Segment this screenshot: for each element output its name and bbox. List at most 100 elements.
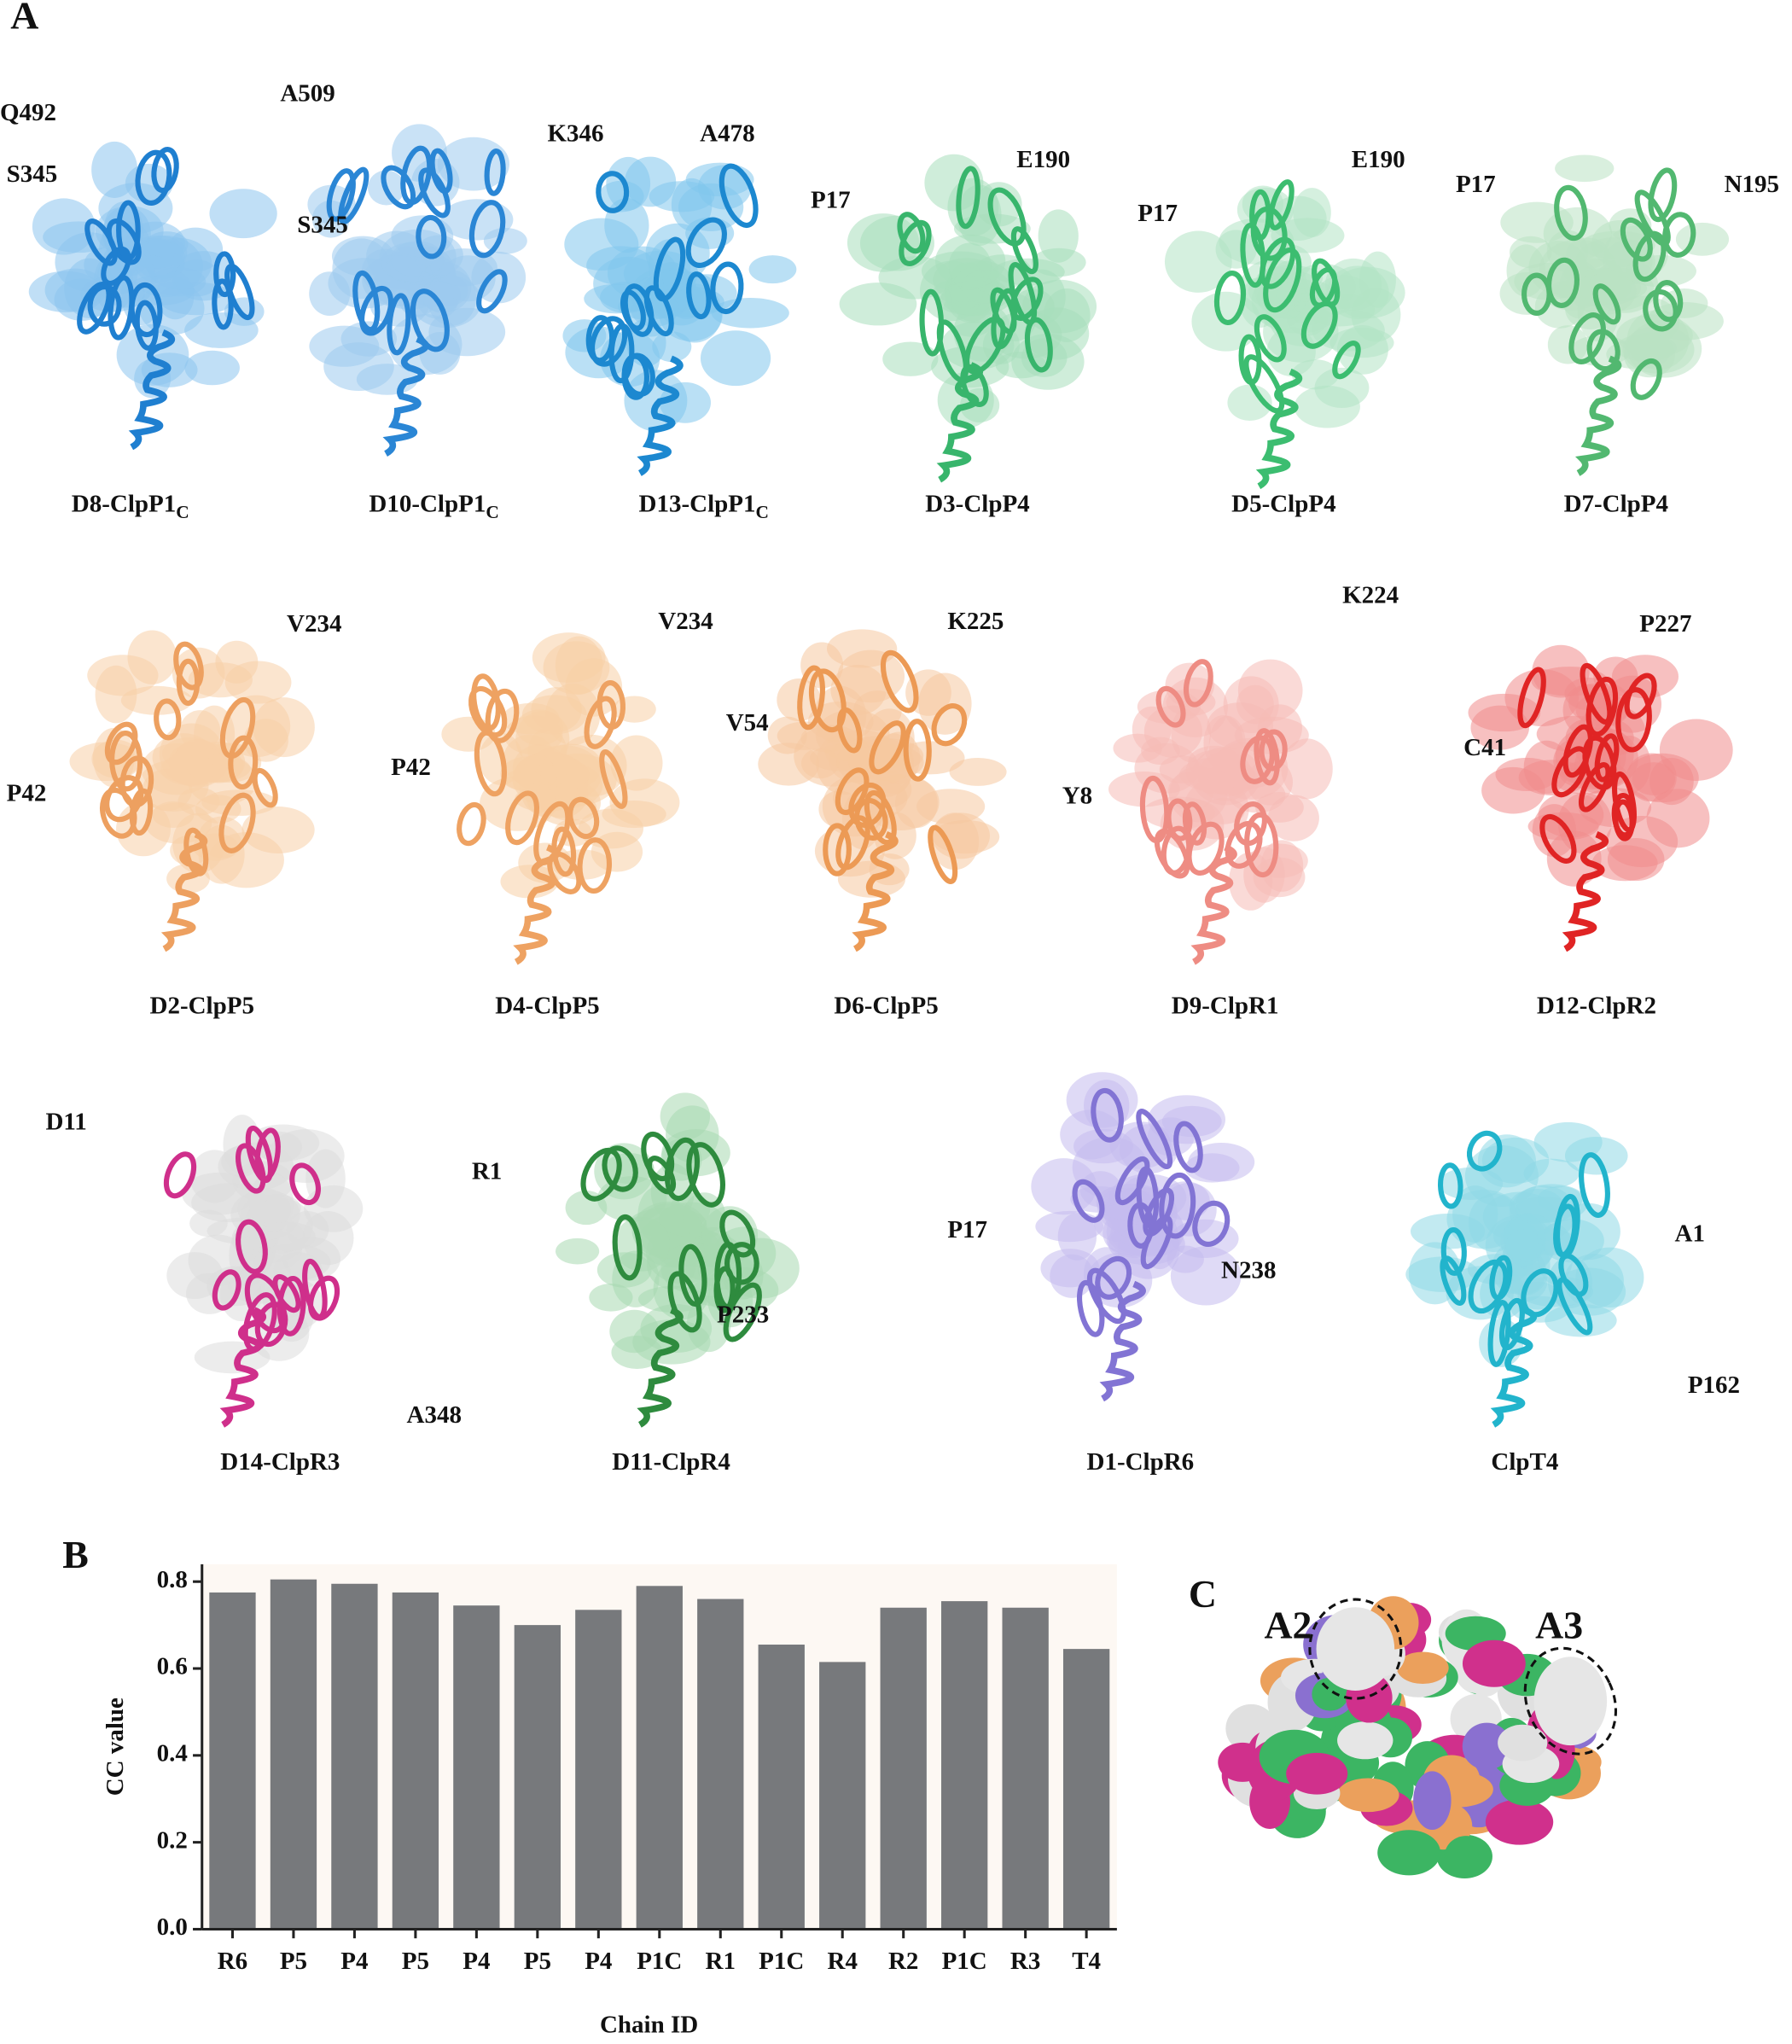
residue-label: N195 bbox=[1725, 171, 1779, 198]
helix bbox=[685, 217, 727, 268]
helix bbox=[1009, 277, 1044, 321]
helix bbox=[612, 1214, 643, 1281]
helix bbox=[476, 269, 508, 314]
helix bbox=[646, 1156, 677, 1195]
helix bbox=[1539, 813, 1577, 864]
structure-name: D11-ClpR4 bbox=[612, 1448, 730, 1476]
x-tick-label: P4 bbox=[340, 1948, 368, 1975]
helix bbox=[1332, 341, 1361, 380]
helix bbox=[869, 720, 906, 775]
tail-helix bbox=[1574, 355, 1622, 476]
density bbox=[649, 181, 715, 213]
residue-label: P233 bbox=[717, 1301, 769, 1328]
name: D9-ClpR1 bbox=[1172, 992, 1279, 1019]
subunit bbox=[1462, 1639, 1526, 1687]
name: D8-ClpP1 bbox=[72, 490, 176, 517]
name: D6-ClpP5 bbox=[834, 992, 938, 1019]
helix bbox=[236, 1219, 268, 1274]
density bbox=[555, 636, 603, 696]
residue-label: D11 bbox=[45, 1108, 86, 1135]
helix bbox=[686, 1142, 725, 1208]
density bbox=[309, 271, 351, 316]
density bbox=[918, 673, 972, 735]
helix bbox=[218, 792, 256, 853]
helix bbox=[212, 278, 234, 330]
structure bbox=[69, 630, 315, 952]
density bbox=[1467, 1254, 1527, 1285]
tail-helix bbox=[160, 831, 208, 952]
structure-name: D13-ClpP1C bbox=[639, 490, 769, 521]
density bbox=[1253, 857, 1306, 898]
bar bbox=[819, 1662, 866, 1930]
helix bbox=[596, 679, 626, 730]
helix bbox=[163, 1151, 197, 1199]
helix bbox=[1440, 1227, 1467, 1276]
structure-name: D1-ClpR6 bbox=[1087, 1448, 1195, 1476]
helix bbox=[1437, 1162, 1463, 1209]
name: D3-ClpP4 bbox=[925, 490, 1029, 517]
x-tick-label: P5 bbox=[402, 1948, 429, 1975]
helix bbox=[381, 165, 416, 210]
name: D5-ClpP4 bbox=[1231, 490, 1335, 517]
helix bbox=[212, 1269, 241, 1311]
density bbox=[1255, 792, 1304, 823]
helix bbox=[1254, 314, 1287, 363]
helix bbox=[835, 767, 870, 815]
helix bbox=[1613, 799, 1635, 841]
density bbox=[562, 319, 607, 352]
structure-name: ClpT4 bbox=[1491, 1448, 1558, 1476]
x-tick-label: R2 bbox=[888, 1948, 918, 1975]
helix bbox=[1225, 820, 1263, 869]
name: D10-ClpP1 bbox=[369, 490, 486, 517]
bar bbox=[270, 1579, 317, 1930]
y-tick-label: 0.0 bbox=[157, 1913, 188, 1941]
helix bbox=[808, 668, 847, 733]
density bbox=[437, 137, 509, 191]
helix bbox=[1578, 762, 1611, 812]
helix bbox=[577, 837, 613, 894]
density bbox=[340, 321, 398, 357]
tail-helix bbox=[382, 335, 429, 457]
density bbox=[32, 198, 96, 255]
density bbox=[640, 1304, 713, 1354]
structure-name: D6-ClpP5 bbox=[834, 992, 938, 1019]
bar bbox=[758, 1645, 805, 1930]
region-label: A3 bbox=[1535, 1604, 1583, 1647]
helix bbox=[1555, 1193, 1580, 1259]
residue-label: P162 bbox=[1688, 1371, 1740, 1399]
density bbox=[1470, 705, 1530, 750]
density bbox=[859, 215, 935, 271]
density bbox=[1188, 1142, 1255, 1182]
name: D11-ClpR4 bbox=[612, 1448, 730, 1476]
density bbox=[189, 1150, 241, 1203]
structure bbox=[1468, 644, 1733, 952]
helix bbox=[468, 685, 508, 738]
helix bbox=[1466, 1130, 1503, 1172]
structure bbox=[1164, 179, 1405, 490]
residue-label: E190 bbox=[1352, 146, 1405, 173]
density bbox=[800, 748, 840, 779]
structure bbox=[555, 1092, 800, 1428]
name: D4-ClpP5 bbox=[495, 992, 599, 1019]
structure bbox=[163, 1115, 364, 1428]
density bbox=[700, 330, 771, 387]
tail-helix bbox=[1562, 831, 1609, 952]
structure bbox=[441, 632, 680, 965]
residue-label: P42 bbox=[391, 754, 431, 781]
region-label: A2 bbox=[1264, 1604, 1312, 1647]
helix bbox=[653, 236, 686, 302]
density bbox=[555, 1237, 600, 1265]
subunit bbox=[1413, 1771, 1452, 1830]
density bbox=[87, 655, 159, 696]
bar bbox=[453, 1605, 500, 1930]
density bbox=[1523, 1158, 1580, 1189]
x-tick-label: R3 bbox=[1010, 1948, 1040, 1975]
helix bbox=[710, 261, 744, 315]
density bbox=[189, 1209, 228, 1237]
tail-helix bbox=[128, 329, 176, 451]
tail-helix bbox=[852, 831, 899, 952]
helix bbox=[903, 719, 932, 782]
y-tick-label: 0.6 bbox=[157, 1653, 188, 1680]
bar bbox=[209, 1592, 256, 1930]
x-tick-label: P1C bbox=[942, 1948, 987, 1975]
